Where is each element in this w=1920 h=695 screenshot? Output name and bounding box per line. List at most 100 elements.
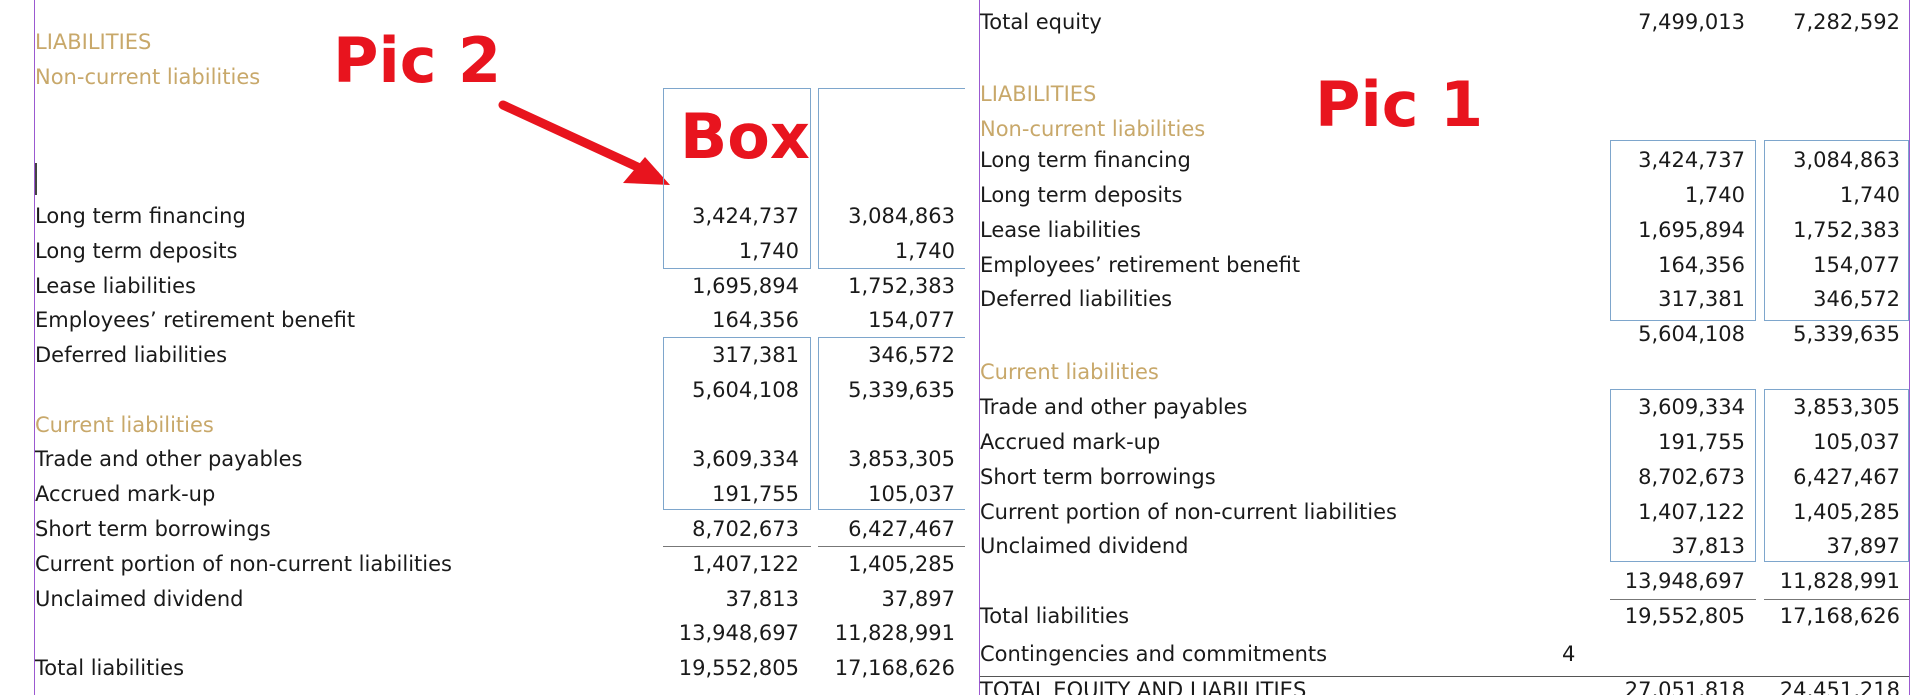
prior-year-value: 5,339,635 (1793, 322, 1900, 346)
underline (1764, 599, 1909, 600)
row-label: Short term borrowings (980, 465, 1216, 489)
table-row: Contingencies and commitments 4 (980, 642, 1900, 676)
prior-year-value: 346,572 (1813, 287, 1900, 311)
prior-year-value: 105,037 (868, 482, 955, 506)
row-label: Employees’ retirement benefit (35, 308, 356, 332)
prior-year-value: 346,572 (868, 343, 955, 367)
row-label: Lease liabilities (980, 218, 1141, 242)
row-label: TOTAL EQUITY AND LIABILITIES (980, 678, 1307, 695)
current-year-value: 317,381 (1658, 287, 1745, 311)
prior-year-value: 6,427,467 (848, 517, 955, 541)
table-row: Current portion of non-current liabiliti… (980, 500, 1900, 534)
highlight-box (663, 337, 811, 510)
row-label: Short term borrowings (35, 517, 271, 541)
prior-year-value: 3,084,863 (1793, 148, 1900, 172)
row-label: Long term financing (980, 148, 1191, 172)
table-row: Long term deposits 1,740 1,740 (980, 183, 1900, 217)
highlight-box (818, 337, 965, 510)
current-year-value: 191,755 (1658, 430, 1745, 454)
underline (1610, 599, 1756, 600)
table-row: Unclaimed dividend 37,813 37,897 (980, 534, 1900, 568)
table-row: Total equity 7,499,013 7,282,592 (980, 10, 1900, 44)
current-year-value: 8,702,673 (692, 517, 799, 541)
table-row: Employees’ retirement benefit 164,356 15… (980, 253, 1900, 287)
non-current-heading: Non-current liabilities (980, 117, 1206, 141)
current-year-value: 3,609,334 (1638, 395, 1745, 419)
current-year-value: 1,740 (1684, 183, 1745, 207)
prior-year-value: 1,405,285 (848, 552, 955, 576)
table-row: Short term borrowings 8,702,673 6,427,46… (980, 465, 1900, 499)
highlight-box (1610, 389, 1756, 562)
current-year-value: 27,051,818 (1624, 678, 1745, 695)
total-row: TOTAL EQUITY AND LIABILITIES 27,051,818 … (980, 678, 1900, 695)
highlight-box (1764, 389, 1909, 562)
table-row: Accrued mark-up 191,755 105,037 (35, 482, 965, 516)
prior-year-value: 6,427,467 (1793, 465, 1900, 489)
row-label: Trade and other payables (980, 395, 1248, 419)
current-year-value: 1,740 (738, 239, 799, 263)
current-heading: Current liabilities (980, 360, 1159, 384)
prior-year-value: 3,084,863 (848, 204, 955, 228)
prior-year-value: 154,077 (868, 308, 955, 332)
liabilities-heading: LIABILITIES (980, 82, 1097, 106)
current-year-value: 3,609,334 (692, 447, 799, 471)
pic2-annotation: Pic 2 (333, 24, 502, 97)
non-current-heading: Non-current liabilities (35, 65, 261, 89)
row-label: Deferred liabilities (35, 343, 228, 367)
row-label: Total liabilities (980, 604, 1130, 628)
table-row: Employees’ retirement benefit 164,356 15… (35, 308, 965, 342)
row-label: Accrued mark-up (35, 482, 216, 506)
row-label: Total liabilities (35, 656, 185, 680)
row-label: Long term financing (35, 204, 246, 228)
row-label: Current portion of non-current liabiliti… (35, 552, 452, 576)
prior-year-value: 1,405,285 (1793, 500, 1900, 524)
current-heading: Current liabilities (35, 413, 214, 437)
table-row: Lease liabilities 1,695,894 1,752,383 (980, 218, 1900, 252)
margin-line (1909, 0, 1910, 695)
prior-year-value: 37,897 (1826, 534, 1900, 558)
prior-year-value: 5,339,635 (848, 378, 955, 402)
current-year-value: 19,552,805 (1624, 604, 1745, 628)
highlight-box (818, 88, 965, 269)
prior-year-value: 17,168,626 (834, 656, 955, 680)
row-label: Total equity (980, 10, 1102, 34)
pic1-panel: Total equity 7,499,013 7,282,592 LIABILI… (965, 0, 1920, 695)
table-row: Accrued mark-up 191,755 105,037 (980, 430, 1900, 464)
current-year-value: 317,381 (712, 343, 799, 367)
row-label: Current portion of non-current liabiliti… (980, 500, 1397, 524)
box-annotation: Box (680, 100, 810, 173)
current-year-value: 1,407,122 (1638, 500, 1745, 524)
current-year-value: 8,702,673 (1638, 465, 1745, 489)
pic1-annotation: Pic 1 (1315, 68, 1484, 141)
prior-year-value: 11,828,991 (1779, 569, 1900, 593)
current-year-value: 5,604,108 (1638, 322, 1745, 346)
highlight-box (663, 88, 811, 269)
prior-year-value: 24,451,218 (1779, 678, 1900, 695)
table-row: Trade and other payables 3,609,334 3,853… (980, 395, 1900, 429)
row-label: Unclaimed dividend (35, 587, 244, 611)
current-year-value: 3,424,737 (692, 204, 799, 228)
current-year-value: 13,948,697 (678, 621, 799, 645)
row-label: Deferred liabilities (980, 287, 1173, 311)
current-year-value: 37,813 (725, 587, 799, 611)
underline (818, 546, 965, 547)
current-year-value: 191,755 (712, 482, 799, 506)
table-row: Short term borrowings 8,702,673 6,427,46… (35, 517, 965, 551)
subtotal-row: 5,604,108 5,339,635 (35, 378, 965, 412)
highlight-box (1764, 140, 1909, 321)
prior-year-value: 1,752,383 (1793, 218, 1900, 242)
current-year-value: 19,552,805 (678, 656, 799, 680)
subtotal-row: 13,948,697 11,828,991 (980, 569, 1900, 603)
prior-year-value: 37,897 (881, 587, 955, 611)
subtotal-row: 5,604,108 5,339,635 (980, 322, 1900, 356)
table-row: Long term financing 3,424,737 3,084,863 (980, 148, 1900, 182)
table-row: Lease liabilities 1,695,894 1,752,383 (35, 274, 965, 308)
prior-year-value: 1,740 (1839, 183, 1900, 207)
current-year-value: 164,356 (1658, 253, 1745, 277)
row-label: Trade and other payables (35, 447, 303, 471)
underline (663, 546, 811, 547)
row-label: Long term deposits (35, 239, 238, 263)
current-year-value: 1,695,894 (1638, 218, 1745, 242)
total-row: Total liabilities 19,552,805 17,168,626 (980, 604, 1900, 638)
margin-line (34, 0, 35, 695)
